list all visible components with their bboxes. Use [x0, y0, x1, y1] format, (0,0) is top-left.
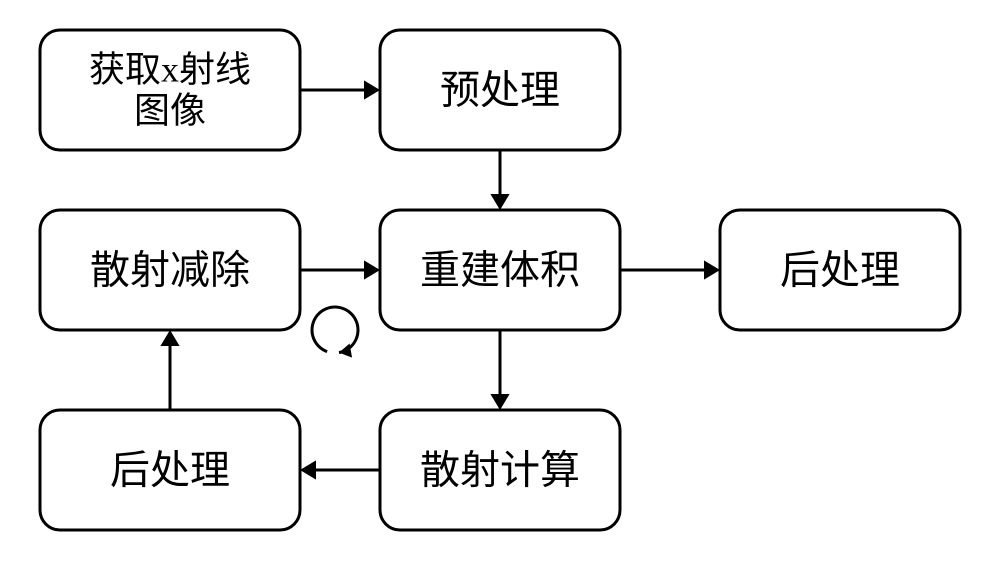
arrowhead-n6-n3	[160, 330, 179, 346]
arrowhead-n7-n6	[300, 460, 316, 479]
arrowhead-n2-n4	[490, 194, 509, 210]
node-n6: 后处理	[40, 410, 300, 530]
node-n1: 获取x射线图像	[40, 30, 300, 150]
node-n4-label-0: 重建体积	[420, 248, 580, 293]
node-n3: 散射减除	[40, 210, 300, 330]
node-n1-label-0: 获取x射线	[89, 49, 251, 89]
node-n6-label-0: 后处理	[110, 448, 230, 493]
arrowhead-n4-n5	[704, 260, 720, 279]
node-n2: 预处理	[380, 30, 620, 150]
arrowhead-n3-n4	[364, 260, 380, 279]
node-n1-label-1: 图像	[134, 91, 206, 131]
node-n5-label-0: 后处理	[780, 248, 900, 293]
node-n2-label-0: 预处理	[440, 68, 560, 113]
node-n7-label-0: 散射计算	[420, 448, 580, 493]
arrowhead-n4-n7	[490, 394, 509, 410]
flowchart-canvas: 获取x射线图像预处理散射减除重建体积后处理后处理散射计算	[0, 0, 1000, 567]
node-n5: 后处理	[720, 210, 960, 330]
node-n3-label-0: 散射减除	[90, 248, 250, 293]
arrowhead-n1-n2	[364, 80, 380, 99]
node-n7: 散射计算	[380, 410, 620, 530]
nodes-layer: 获取x射线图像预处理散射减除重建体积后处理后处理散射计算	[40, 30, 960, 530]
loop-icon	[312, 307, 358, 358]
node-n4: 重建体积	[380, 210, 620, 330]
